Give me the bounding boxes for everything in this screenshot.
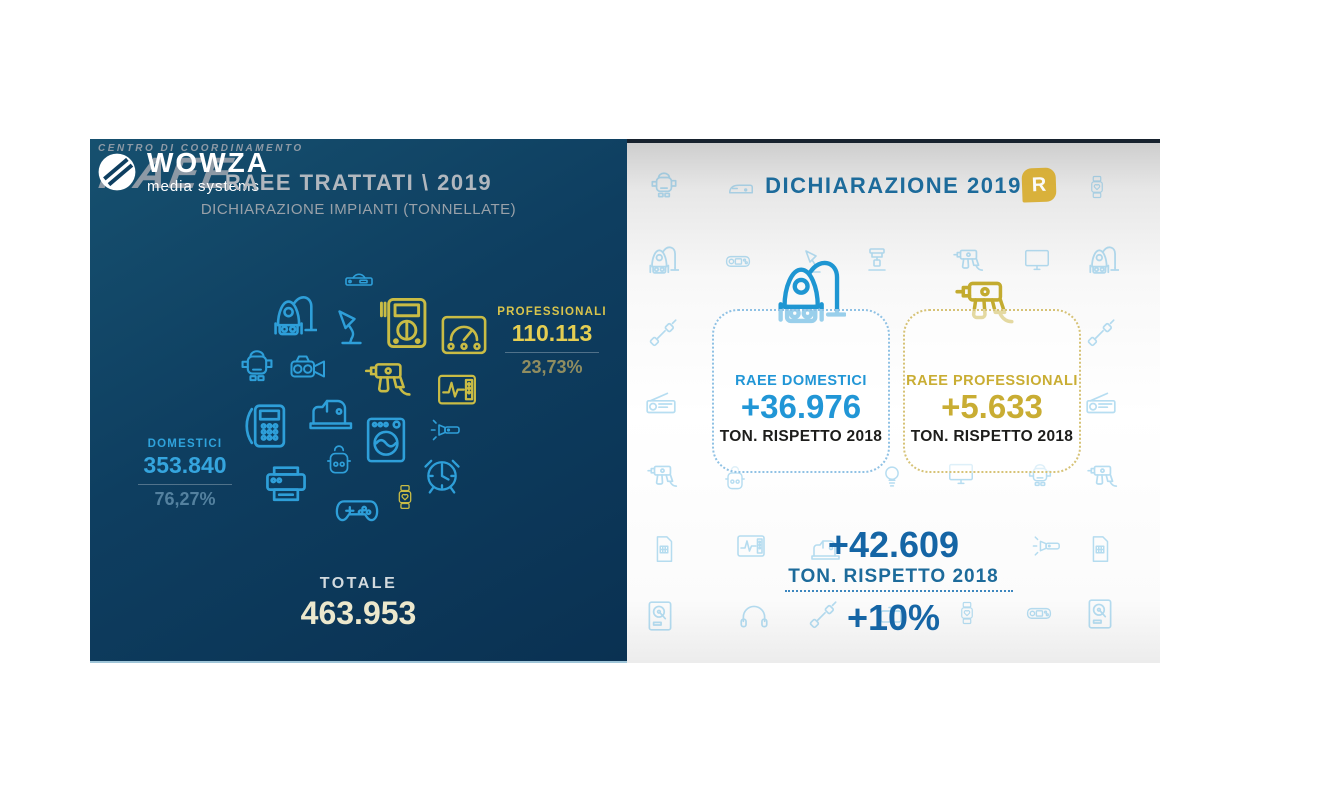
- console-icon: [330, 263, 388, 295]
- flashlight-icon: [414, 414, 478, 446]
- divider: [505, 352, 599, 353]
- cdc-raee-logo: CENTRO DI COORDINAMENTO RAEE: [96, 143, 304, 198]
- smartwatch-icon: [392, 467, 418, 527]
- card-professionali-caption: TON. RISPETTO 2018: [910, 428, 1074, 446]
- total-delta-value: +42.609: [827, 524, 960, 565]
- card-professionali-value: +5.633: [941, 388, 1043, 425]
- dotted-divider: [785, 590, 1013, 592]
- appliance-icon-cluster: [230, 251, 494, 547]
- left-panel-subtitle: DICHIARAZIONE IMPIANTI (TONNELLATE): [200, 201, 517, 218]
- left-panel-title: RAEE TRATTATI \ 2019: [224, 170, 493, 195]
- card-domestici-label: RAEE DOMESTICI: [735, 373, 867, 389]
- professionali-label: PROFESSIONALI: [497, 306, 607, 318]
- stat-totale: TOTALE 463.953: [90, 575, 627, 632]
- card-domestici-value: +36.976: [740, 388, 862, 425]
- domestici-value: 353.840: [143, 452, 227, 478]
- vacuum-icon: [1083, 243, 1119, 279]
- panel-raee-trattati: CENTRO DI COORDINAMENTO RAEE WOWZA media…: [90, 139, 627, 663]
- video-frame: CENTRO DI COORDINAMENTO RAEE WOWZA media…: [90, 139, 1160, 663]
- wowza-logo-icon: [98, 153, 136, 191]
- clock-icon: [419, 446, 465, 503]
- coffee-icon: [861, 243, 893, 279]
- drill-icon: [1083, 459, 1123, 493]
- card-domestici-caption: TON. RISPETTO 2018: [719, 428, 883, 446]
- card-raee-professionali: RAEE PROFESSIONALI +5.633 TON. RISPETTO …: [903, 309, 1081, 473]
- printer-icon: [259, 451, 313, 508]
- oscilloscope-icon: [428, 369, 486, 413]
- total-delta-percent: +10%: [846, 597, 941, 638]
- wowza-tagline: media systems: [147, 178, 261, 195]
- professionali-percent: 23,73%: [521, 357, 583, 377]
- domestici-label: DOMESTICI: [147, 438, 223, 450]
- blender-icon: [236, 337, 278, 397]
- controller-icon: [329, 487, 385, 533]
- drill-icon: [643, 459, 683, 493]
- phone-icon: [238, 399, 296, 453]
- drill-icon: [356, 353, 422, 405]
- plug-icon: [647, 317, 681, 351]
- vacuum-icon: [643, 243, 679, 279]
- wowza-watermark: WOWZA media systems: [94, 149, 269, 195]
- vacuum-icon: [263, 291, 319, 343]
- professionali-value: 110.113: [511, 320, 593, 346]
- gauge-icon: [438, 309, 490, 361]
- radio-icon: [1081, 387, 1121, 421]
- robot-icon: [322, 435, 356, 487]
- total-delta-caption: TON. RISPETTO 2018: [788, 566, 999, 587]
- cdc-raee-caption: CENTRO DI COORDINAMENTO: [98, 143, 304, 154]
- wowza-wordmark: WOWZA: [147, 147, 269, 178]
- card-professionali-label: RAEE PROFESSIONALI: [906, 373, 1078, 389]
- stat-professionali: PROFESSIONALI 110.113 23,73%: [493, 306, 611, 378]
- totale-label: TOTALE: [319, 575, 398, 592]
- camera-icon: [282, 349, 336, 389]
- domestici-percent: 76,27%: [154, 489, 216, 509]
- multimeter-icon: [376, 293, 434, 353]
- radio-icon: [641, 387, 681, 421]
- stat-domestici: DOMESTICI 353.840 76,27%: [126, 438, 244, 510]
- totale-value: 463.953: [300, 595, 417, 631]
- plug-icon: [1085, 317, 1119, 351]
- panel-dichiarazione-2019: DICHIARAZIONE 2019 R RAEE DOMESTICI +36.…: [627, 139, 1160, 663]
- raee-r-badge-icon: R: [1021, 167, 1057, 203]
- card-raee-domestici: RAEE DOMESTICI +36.976 TON. RISPETTO 201…: [712, 309, 890, 473]
- washing-icon: [360, 407, 412, 473]
- divider: [138, 484, 232, 485]
- sewing-icon: [298, 389, 362, 437]
- right-panel-title: DICHIARAZIONE 2019: [765, 173, 1022, 198]
